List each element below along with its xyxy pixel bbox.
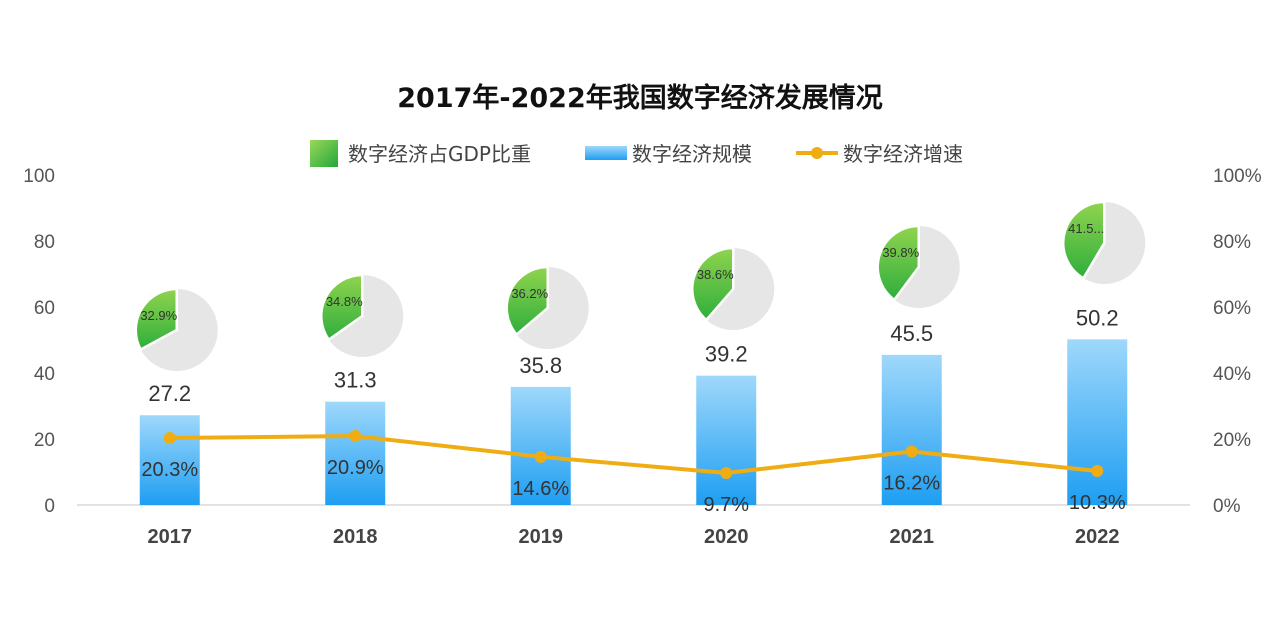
- y-tick-label: 40: [34, 364, 55, 385]
- y-tick-label: 0: [44, 496, 55, 517]
- pie-slice-share: [134, 287, 178, 352]
- bar-value-label: 27.2: [148, 381, 191, 406]
- growth-value-label: 20.9%: [327, 457, 384, 479]
- bar-value-label: 39.2: [705, 342, 748, 367]
- bar-value-label: 31.3: [334, 368, 377, 393]
- growth-value-label: 16.2%: [883, 473, 940, 495]
- bars-layer: [139, 339, 1128, 505]
- growth-point: [1091, 465, 1104, 478]
- x-tick-label: 2021: [890, 526, 935, 548]
- growth-point: [905, 445, 918, 458]
- x-tick-label: 2022: [1075, 526, 1120, 548]
- bar: [881, 354, 942, 505]
- pie-value-label: 34.8%: [326, 294, 363, 309]
- y-tick-label: 80: [34, 232, 55, 253]
- x-tick-label: 2017: [148, 526, 193, 548]
- y-tick-label: 60: [34, 298, 55, 319]
- pie-value-label: 32.9%: [140, 308, 177, 323]
- pie-slice-share: [320, 273, 364, 342]
- y-axis-right: 0% 20% 40% 60% 80% 100%: [1213, 166, 1262, 517]
- y2-tick-label: 20%: [1213, 430, 1251, 451]
- y2-tick-label: 100%: [1213, 166, 1262, 187]
- pies-layer: [134, 200, 1146, 371]
- growth-point: [349, 430, 362, 443]
- pie-value-label: 38.6%: [697, 267, 734, 282]
- y2-tick-label: 60%: [1213, 298, 1251, 319]
- growth-value-label: 10.3%: [1069, 492, 1126, 514]
- legend-label-growth: 数字经济增速: [843, 142, 963, 166]
- bar: [1067, 339, 1128, 505]
- y-tick-label: 20: [34, 430, 55, 451]
- pie-value-label: 36.2%: [511, 286, 548, 301]
- legend-item-growth: 数字经济增速: [796, 142, 963, 166]
- pie-slice-share: [1062, 200, 1106, 281]
- labels-layer: 2017 2018 2019 2020 2021 2022 27.2 31.3 35.8 39.2…: [140, 221, 1126, 548]
- growth-point: [163, 432, 176, 445]
- x-tick-label: 2018: [333, 526, 378, 548]
- pie-value-label: 41.5...: [1068, 221, 1104, 236]
- y2-tick-label: 0%: [1213, 496, 1241, 517]
- growth-point: [534, 450, 547, 463]
- y-tick-label: 100: [23, 166, 55, 187]
- y-axis-left: 0 20 40 60 80 100: [23, 166, 55, 517]
- pie-value-label: 39.8%: [882, 245, 919, 260]
- bar-value-label: 45.5: [890, 321, 933, 346]
- legend-swatch-scale: [585, 146, 627, 160]
- bar: [139, 415, 200, 505]
- y2-tick-label: 80%: [1213, 232, 1251, 253]
- bar: [696, 375, 757, 505]
- legend-item-scale: 数字经济规模: [585, 142, 752, 166]
- bar: [510, 386, 571, 505]
- growth-value-label: 20.3%: [141, 459, 198, 481]
- chart-title: 2017年-2022年我国数字经济发展情况: [397, 82, 883, 114]
- pie-slice-share: [505, 265, 549, 337]
- growth-point: [720, 466, 733, 479]
- legend-swatch-share: [310, 140, 338, 167]
- bar-value-label: 35.8: [519, 353, 562, 378]
- x-tick-label: 2019: [519, 526, 564, 548]
- growth-line-layer: [163, 430, 1104, 479]
- legend-marker-growth: [811, 147, 823, 159]
- legend-label-scale: 数字经济规模: [632, 142, 752, 166]
- y2-tick-label: 40%: [1213, 364, 1251, 385]
- legend: 数字经济占GDP比重 数字经济规模 数字经济增速: [310, 140, 963, 167]
- pie-slice-share: [876, 224, 920, 302]
- growth-line: [169, 434, 1098, 475]
- bar: [325, 401, 386, 505]
- legend-item-share: 数字经济占GDP比重: [310, 140, 531, 167]
- legend-label-share: 数字经济占GDP比重: [348, 142, 531, 166]
- bar-value-label: 50.2: [1076, 305, 1119, 330]
- growth-value-label: 14.6%: [512, 478, 569, 500]
- x-tick-label: 2020: [704, 526, 749, 548]
- growth-value-label: 9.7%: [703, 494, 749, 516]
- pie-slice-share: [691, 246, 735, 322]
